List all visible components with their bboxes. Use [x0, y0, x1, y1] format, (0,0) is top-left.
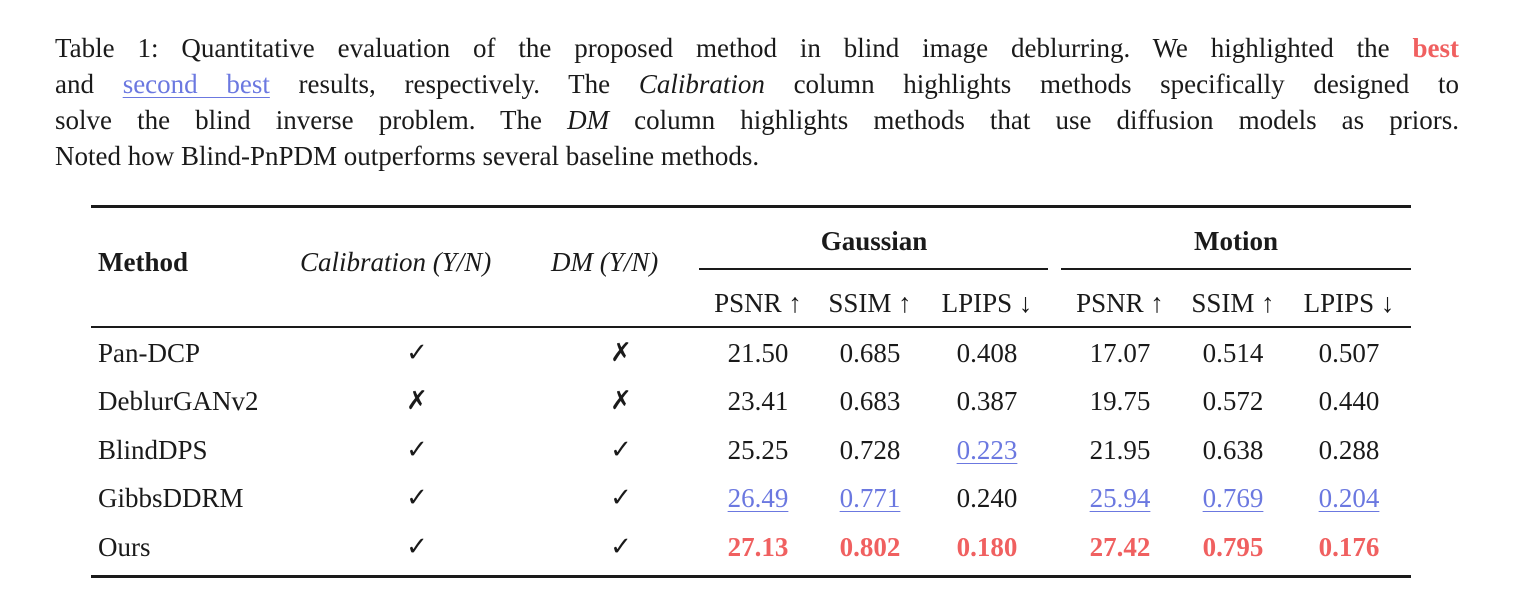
table-cell-value: 0.514: [1202, 338, 1264, 368]
caption-text: column highlights methods that use diffu…: [609, 105, 1459, 135]
motion-group-rule: [1061, 268, 1411, 270]
table-cell-value: 27.42: [1089, 532, 1151, 562]
header-group-gaussian: Gaussian: [820, 226, 928, 256]
caption-line-3: solve the blind inverse problem. The DM …: [55, 102, 1459, 138]
check-icon: ✓: [406, 338, 428, 368]
caption-text: solve the blind inverse problem. The: [55, 105, 568, 135]
table-cell-value: 0.180: [956, 532, 1018, 562]
caption-calibration-term: Calibration: [638, 69, 765, 99]
table-cell-value: 17.07: [1089, 338, 1151, 368]
table-cell-value: 0.802: [839, 532, 901, 562]
table-cell-value: 0.440: [1318, 386, 1380, 416]
table-cell-value: 21.95: [1089, 435, 1151, 465]
table-cell-value: 0.240: [956, 483, 1018, 513]
table-cell-value: 0.683: [839, 386, 901, 416]
row-method: Pan-DCP: [98, 338, 201, 368]
caption-best-label: best: [1412, 33, 1460, 63]
check-icon: ✓: [406, 435, 428, 465]
table-header-rule: [91, 326, 1411, 328]
caption-text: results, respectively. The: [269, 69, 639, 99]
table-cell-value: 25.25: [727, 435, 789, 465]
table-cell-value: 21.50: [727, 338, 789, 368]
cross-icon: ✗: [610, 338, 632, 368]
caption-line-4: Noted how Blind-PnPDM outperforms severa…: [55, 141, 760, 171]
header-metric: LPIPS ↓: [1303, 288, 1395, 318]
table-cell-value: 23.41: [727, 386, 789, 416]
caption-line-2: and second best results, respectively. T…: [55, 66, 1459, 102]
header-calibration: Calibration (Y/N): [300, 247, 492, 277]
table-cell-value: 0.685: [839, 338, 901, 368]
caption-text: and: [55, 69, 123, 99]
table-bottom-rule: [91, 575, 1411, 578]
row-method: DeblurGANv2: [98, 386, 259, 416]
header-metric: SSIM ↑: [828, 288, 912, 318]
cross-icon: ✗: [406, 386, 428, 416]
table-top-rule: [91, 205, 1411, 208]
table-cell-value: 0.288: [1318, 435, 1380, 465]
table-cell-value: 0.728: [839, 435, 901, 465]
table-cell-value[interactable]: 25.94: [1089, 483, 1151, 513]
caption-second-best-link[interactable]: second best: [122, 69, 270, 99]
table-cell-value: 0.795: [1202, 532, 1264, 562]
table-cell-value: 0.176: [1318, 532, 1380, 562]
check-icon: ✓: [406, 483, 428, 513]
gaussian-group-rule: [699, 268, 1048, 270]
row-method: BlindDPS: [98, 435, 208, 465]
check-icon: ✓: [406, 532, 428, 562]
header-group-motion: Motion: [1194, 226, 1278, 256]
table-cell-value: 0.572: [1202, 386, 1264, 416]
table-cell-value[interactable]: 26.49: [727, 483, 789, 513]
table-cell-value: 0.387: [956, 386, 1018, 416]
cross-icon: ✗: [610, 386, 632, 416]
row-method: Ours: [98, 532, 151, 562]
header-metric: PSNR ↑: [714, 288, 802, 318]
header-metric: PSNR ↑: [1076, 288, 1164, 318]
table-cell-value: 19.75: [1089, 386, 1151, 416]
table-cell-value[interactable]: 0.771: [839, 483, 901, 513]
table-cell-value[interactable]: 0.223: [956, 435, 1018, 465]
caption-line-1: Table 1: Quantitative evaluation of the …: [55, 30, 1459, 66]
table-cell-value: 0.638: [1202, 435, 1264, 465]
check-icon: ✓: [610, 435, 632, 465]
table-caption: Table 1: Quantitative evaluation of the …: [55, 30, 1459, 174]
table-cell-value: 0.507: [1318, 338, 1380, 368]
caption-text: Table 1: Quantitative evaluation of the …: [55, 33, 1413, 63]
header-method: Method: [98, 247, 188, 277]
table-cell-value: 27.13: [727, 532, 789, 562]
header-dm: DM (Y/N): [551, 247, 659, 277]
check-icon: ✓: [610, 532, 632, 562]
caption-dm-term: DM: [567, 105, 610, 135]
table-cell-value[interactable]: 0.769: [1202, 483, 1264, 513]
header-metric: LPIPS ↓: [941, 288, 1033, 318]
header-metric: SSIM ↑: [1191, 288, 1275, 318]
check-icon: ✓: [610, 483, 632, 513]
caption-text: column highlights methods specifically d…: [764, 69, 1459, 99]
table-cell-value: 0.408: [956, 338, 1018, 368]
table-cell-value[interactable]: 0.204: [1318, 483, 1380, 513]
row-method: GibbsDDRM: [98, 483, 244, 513]
